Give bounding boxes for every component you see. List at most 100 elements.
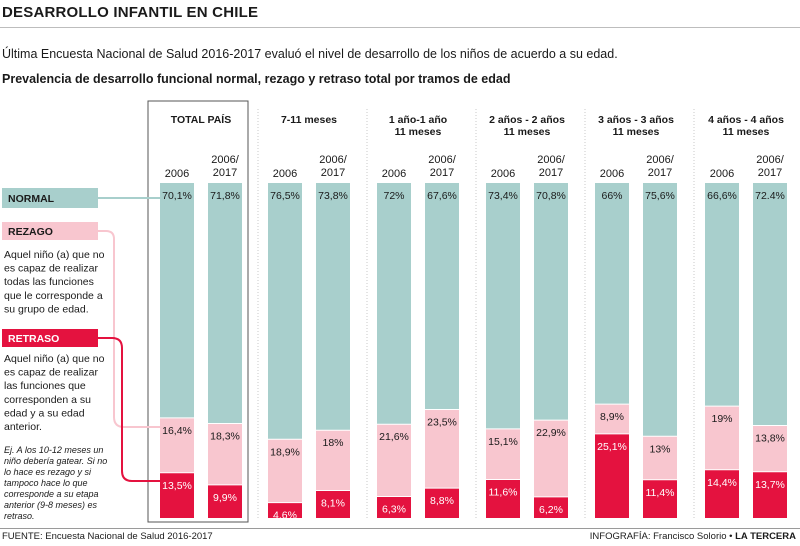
data-label-normal: 66,6% <box>707 190 737 202</box>
year-label: 2006/ <box>428 154 456 166</box>
year-label: 2006/ <box>537 154 565 166</box>
year-label: 2006 <box>491 168 515 180</box>
data-label-rezago: 18% <box>322 437 343 449</box>
year-label: 2006 <box>165 168 189 180</box>
page-title: DESARROLLO INFANTIL EN CHILE <box>2 4 259 21</box>
legend-rezago-desc: es capaz de realizar <box>4 263 98 275</box>
legend-rezago-label: REZAGO <box>8 226 53 238</box>
example-note: tampoco hace lo que <box>4 478 88 488</box>
example-note: niño debería gatear. Si no <box>4 456 107 466</box>
data-label-retraso: 25,1% <box>597 441 627 453</box>
bar-segment-retraso <box>534 496 568 518</box>
group-title: 4 años - 4 años <box>708 114 784 126</box>
legend-retraso-desc: corresponden a su <box>4 394 91 406</box>
data-label-normal: 73,8% <box>318 190 348 202</box>
legend-rezago-desc: Aquel niño (a) que no <box>4 249 105 261</box>
data-label-retraso: 11,4% <box>646 487 675 499</box>
bar-segment-rezago <box>705 406 739 470</box>
example-note: retraso. <box>4 511 35 521</box>
data-label-rezago: 18,3% <box>210 431 240 443</box>
bar-segment-retraso <box>208 484 242 518</box>
bar-segment-rezago <box>486 428 520 480</box>
bar-segment-rezago <box>316 430 350 491</box>
bar-segment-normal <box>643 183 677 437</box>
year-label: 2006 <box>600 168 624 180</box>
data-label-rezago: 23,5% <box>427 416 457 428</box>
bar-segment-retraso <box>160 472 194 518</box>
bar-segment-retraso <box>753 471 787 518</box>
bar-segment-rezago <box>753 425 787 472</box>
bar-segment-normal <box>208 183 242 424</box>
highlight-box <box>147 100 249 523</box>
group-title: TOTAL PAÍS <box>171 113 231 126</box>
data-label-normal: 72% <box>383 190 404 202</box>
bar-segment-retraso <box>316 490 350 518</box>
bar-segment-normal <box>425 183 459 410</box>
bar-segment-rezago <box>208 423 242 485</box>
legend-retraso-desc: es capaz de realizar <box>4 367 98 379</box>
source-note: FUENTE: Encuesta Nacional de Salud 2016-… <box>2 531 213 542</box>
year-label: 2017 <box>321 167 345 179</box>
bar-segment-normal <box>595 183 629 405</box>
bar-segment-retraso <box>705 469 739 518</box>
data-label-retraso: 8,1% <box>321 498 345 510</box>
bar-segment-rezago <box>160 417 194 473</box>
group-title: 11 meses <box>723 126 770 138</box>
bar-segment-normal <box>753 183 787 426</box>
data-label-retraso: 6,3% <box>382 504 406 516</box>
bar-segment-rezago <box>534 420 568 497</box>
bar-segment-normal <box>268 183 302 440</box>
header-bar: DESARROLLO INFANTIL EN CHILE <box>0 0 800 28</box>
year-label: 2017 <box>758 167 782 179</box>
example-note: lo hace es rezago y si <box>4 467 92 477</box>
legend-normal-label: NORMAL <box>8 193 55 205</box>
bar-segment-normal <box>705 183 739 407</box>
group-title: 2 años - 2 años <box>489 114 565 126</box>
data-label-rezago: 19% <box>711 413 732 425</box>
bar-segment-normal <box>534 183 568 421</box>
bar-segment-rezago <box>425 409 459 489</box>
data-label-normal: 71,8% <box>210 190 240 202</box>
year-label: 2006/ <box>211 154 239 166</box>
bar-segment-retraso <box>595 433 629 518</box>
bar-segment-retraso <box>268 502 302 518</box>
data-label-retraso: 11,6% <box>489 486 518 498</box>
example-note: anterior (9-8 meses) es <box>4 500 98 510</box>
data-label-retraso: 13,5% <box>162 480 192 492</box>
year-label: 2006 <box>273 168 297 180</box>
data-label-normal: 70,8% <box>536 190 566 202</box>
group-title: 1 año-1 año <box>389 114 447 126</box>
year-label: 2006/ <box>756 154 784 166</box>
data-label-normal: 70,1% <box>162 190 192 202</box>
year-label: 2017 <box>430 167 454 179</box>
year-label: 2017 <box>539 167 563 179</box>
group-title: 11 meses <box>613 126 660 138</box>
data-label-normal: 67,6% <box>427 190 457 202</box>
example-note: Ej. A los 10-12 meses un <box>4 445 103 455</box>
data-label-rezago: 13,8% <box>755 433 785 445</box>
data-label-rezago: 16,4% <box>162 425 192 437</box>
legend-rezago-swatch <box>2 222 98 240</box>
legend-retraso-label: RETRASO <box>8 333 59 345</box>
data-label-retraso: 4,6% <box>273 510 297 522</box>
bar-segment-normal <box>160 183 194 418</box>
legend-rezago-desc: su grupo de edad. <box>4 303 89 315</box>
data-label-rezago: 21,6% <box>379 431 409 443</box>
legend-retraso-desc: edad y a su edad <box>4 407 85 419</box>
group-title: 3 años - 3 años <box>598 114 674 126</box>
group-title: 7-11 meses <box>281 114 337 126</box>
chart-subtitle: Prevalencia de desarrollo funcional norm… <box>2 72 511 86</box>
data-label-normal: 66% <box>601 190 622 202</box>
data-label-rezago: 18,9% <box>270 446 300 458</box>
legend-retraso-swatch <box>2 329 98 347</box>
data-label-rezago: 8,9% <box>600 411 624 423</box>
data-label-retraso: 14,4% <box>707 477 737 489</box>
data-label-normal: 73,4% <box>488 190 518 202</box>
bar-segment-rezago <box>643 436 677 480</box>
group-title: 11 meses <box>395 126 442 138</box>
data-label-retraso: 9,9% <box>213 492 237 504</box>
credit-note: INFOGRAFÍA: Francisco Solorio • LA TERCE… <box>590 531 796 542</box>
example-note: corresponde a su etapa <box>4 489 99 499</box>
data-label-retraso: 13,7% <box>755 479 785 491</box>
